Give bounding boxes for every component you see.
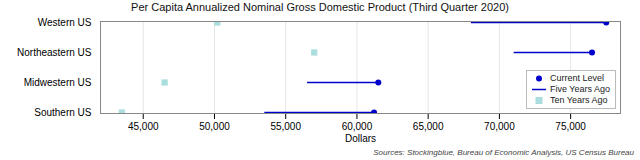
html-text:Sources: Stockingblue, Bureau: Sources: Stockingblue, Bureau of Economi… [373, 148, 634, 157]
svg-text:Southern US: Southern US [34, 107, 92, 118]
svg-text:Western US: Western US [38, 17, 92, 28]
svg-text:Dollars: Dollars [345, 133, 376, 144]
svg-text:55,000: 55,000 [270, 121, 301, 132]
html-text:Five Years Ago: Five Years Ago [550, 84, 610, 94]
html-text:Ten Years Ago: Ten Years Ago [550, 95, 608, 105]
html-text:Per Capita Annualized Nominal: Per Capita Annualized Nominal Gross Dome… [131, 1, 509, 13]
html-text:Current Level: Current Level [550, 73, 604, 83]
svg-text:65,000: 65,000 [413, 121, 444, 132]
svg-text:Northeastern US: Northeastern US [17, 47, 92, 58]
svg-text:50,000: 50,000 [199, 121, 230, 132]
svg-text:Midwestern US: Midwestern US [24, 77, 92, 88]
svg-text:45,000: 45,000 [128, 121, 159, 132]
svg-text:70,000: 70,000 [484, 121, 515, 132]
svg-text:75,000: 75,000 [555, 121, 586, 132]
svg-text:60,000: 60,000 [342, 121, 373, 132]
